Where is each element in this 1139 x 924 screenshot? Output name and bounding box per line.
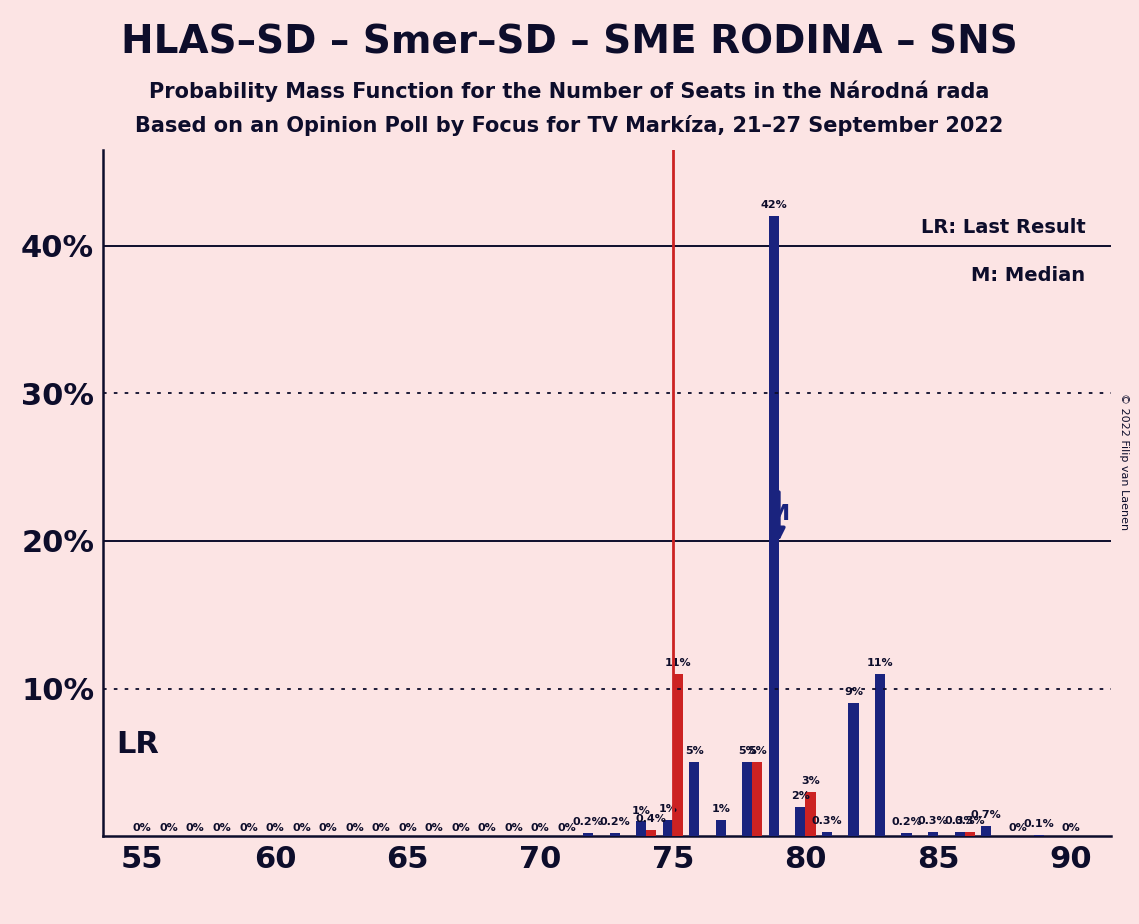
Text: 0.7%: 0.7% [970, 810, 1001, 820]
Text: 0%: 0% [425, 823, 443, 833]
Bar [795, 807, 805, 836]
Text: 11%: 11% [867, 658, 893, 668]
Bar [583, 833, 593, 836]
Text: 0.3%: 0.3% [954, 816, 985, 826]
Text: 0%: 0% [292, 823, 311, 833]
Text: © 2022 Filip van Laenen: © 2022 Filip van Laenen [1120, 394, 1129, 530]
Bar [822, 832, 831, 836]
Text: 0%: 0% [186, 823, 205, 833]
Text: 3%: 3% [801, 776, 820, 786]
Text: LR: Last Result: LR: Last Result [920, 218, 1085, 237]
Bar [689, 762, 699, 836]
Text: 5%: 5% [685, 747, 704, 757]
Text: 0%: 0% [371, 823, 391, 833]
Text: 0%: 0% [319, 823, 337, 833]
Text: LR: LR [116, 730, 158, 760]
Bar [928, 832, 939, 836]
Text: 0%: 0% [505, 823, 523, 833]
Bar [743, 762, 753, 836]
Text: 0%: 0% [477, 823, 497, 833]
Text: Based on an Opinion Poll by Focus for TV Markíza, 21–27 September 2022: Based on an Opinion Poll by Focus for TV… [136, 115, 1003, 136]
Bar [1034, 834, 1044, 836]
Bar [769, 216, 779, 836]
Text: 0.2%: 0.2% [573, 818, 604, 827]
Text: HLAS–SD – Smer–SD – SME RODINA – SNS: HLAS–SD – Smer–SD – SME RODINA – SNS [121, 23, 1018, 61]
Bar [646, 831, 656, 836]
Text: 5%: 5% [748, 747, 767, 757]
Text: 0.1%: 0.1% [1024, 819, 1055, 829]
Text: 42%: 42% [761, 201, 787, 211]
Text: 5%: 5% [738, 747, 756, 757]
Text: 2%: 2% [790, 791, 810, 801]
Text: 0.3%: 0.3% [944, 816, 975, 826]
Text: M: M [768, 505, 790, 524]
Text: Probability Mass Function for the Number of Seats in the Národná rada: Probability Mass Function for the Number… [149, 80, 990, 102]
Bar [663, 820, 673, 836]
Bar [715, 820, 726, 836]
Text: 1%: 1% [658, 804, 678, 814]
Text: 0%: 0% [265, 823, 285, 833]
Text: 0%: 0% [557, 823, 576, 833]
Text: 0%: 0% [451, 823, 470, 833]
Text: 0.2%: 0.2% [599, 818, 630, 827]
Text: M: Median: M: Median [972, 266, 1085, 286]
Text: 0%: 0% [159, 823, 178, 833]
Bar [981, 826, 991, 836]
Text: 0%: 0% [345, 823, 363, 833]
Text: 0%: 0% [1062, 823, 1080, 833]
Text: 0.3%: 0.3% [812, 816, 842, 826]
Bar [965, 832, 975, 836]
Bar [673, 674, 683, 836]
Bar [875, 674, 885, 836]
Bar [849, 703, 859, 836]
Text: 0%: 0% [133, 823, 151, 833]
Text: 0.4%: 0.4% [636, 814, 666, 824]
Bar [753, 762, 762, 836]
Text: 0%: 0% [399, 823, 417, 833]
Text: 1%: 1% [712, 804, 730, 814]
Text: 0%: 0% [1008, 823, 1027, 833]
Bar [805, 792, 816, 836]
Text: 9%: 9% [844, 687, 863, 698]
Text: 0%: 0% [239, 823, 257, 833]
Text: 11%: 11% [664, 658, 691, 668]
Bar [637, 821, 646, 836]
Text: 0.2%: 0.2% [891, 818, 921, 827]
Text: 1%: 1% [632, 806, 650, 816]
Bar [901, 833, 911, 836]
Bar [954, 832, 965, 836]
Text: 0.3%: 0.3% [918, 816, 949, 826]
Text: 0%: 0% [531, 823, 550, 833]
Bar [609, 833, 620, 836]
Text: 0%: 0% [213, 823, 231, 833]
